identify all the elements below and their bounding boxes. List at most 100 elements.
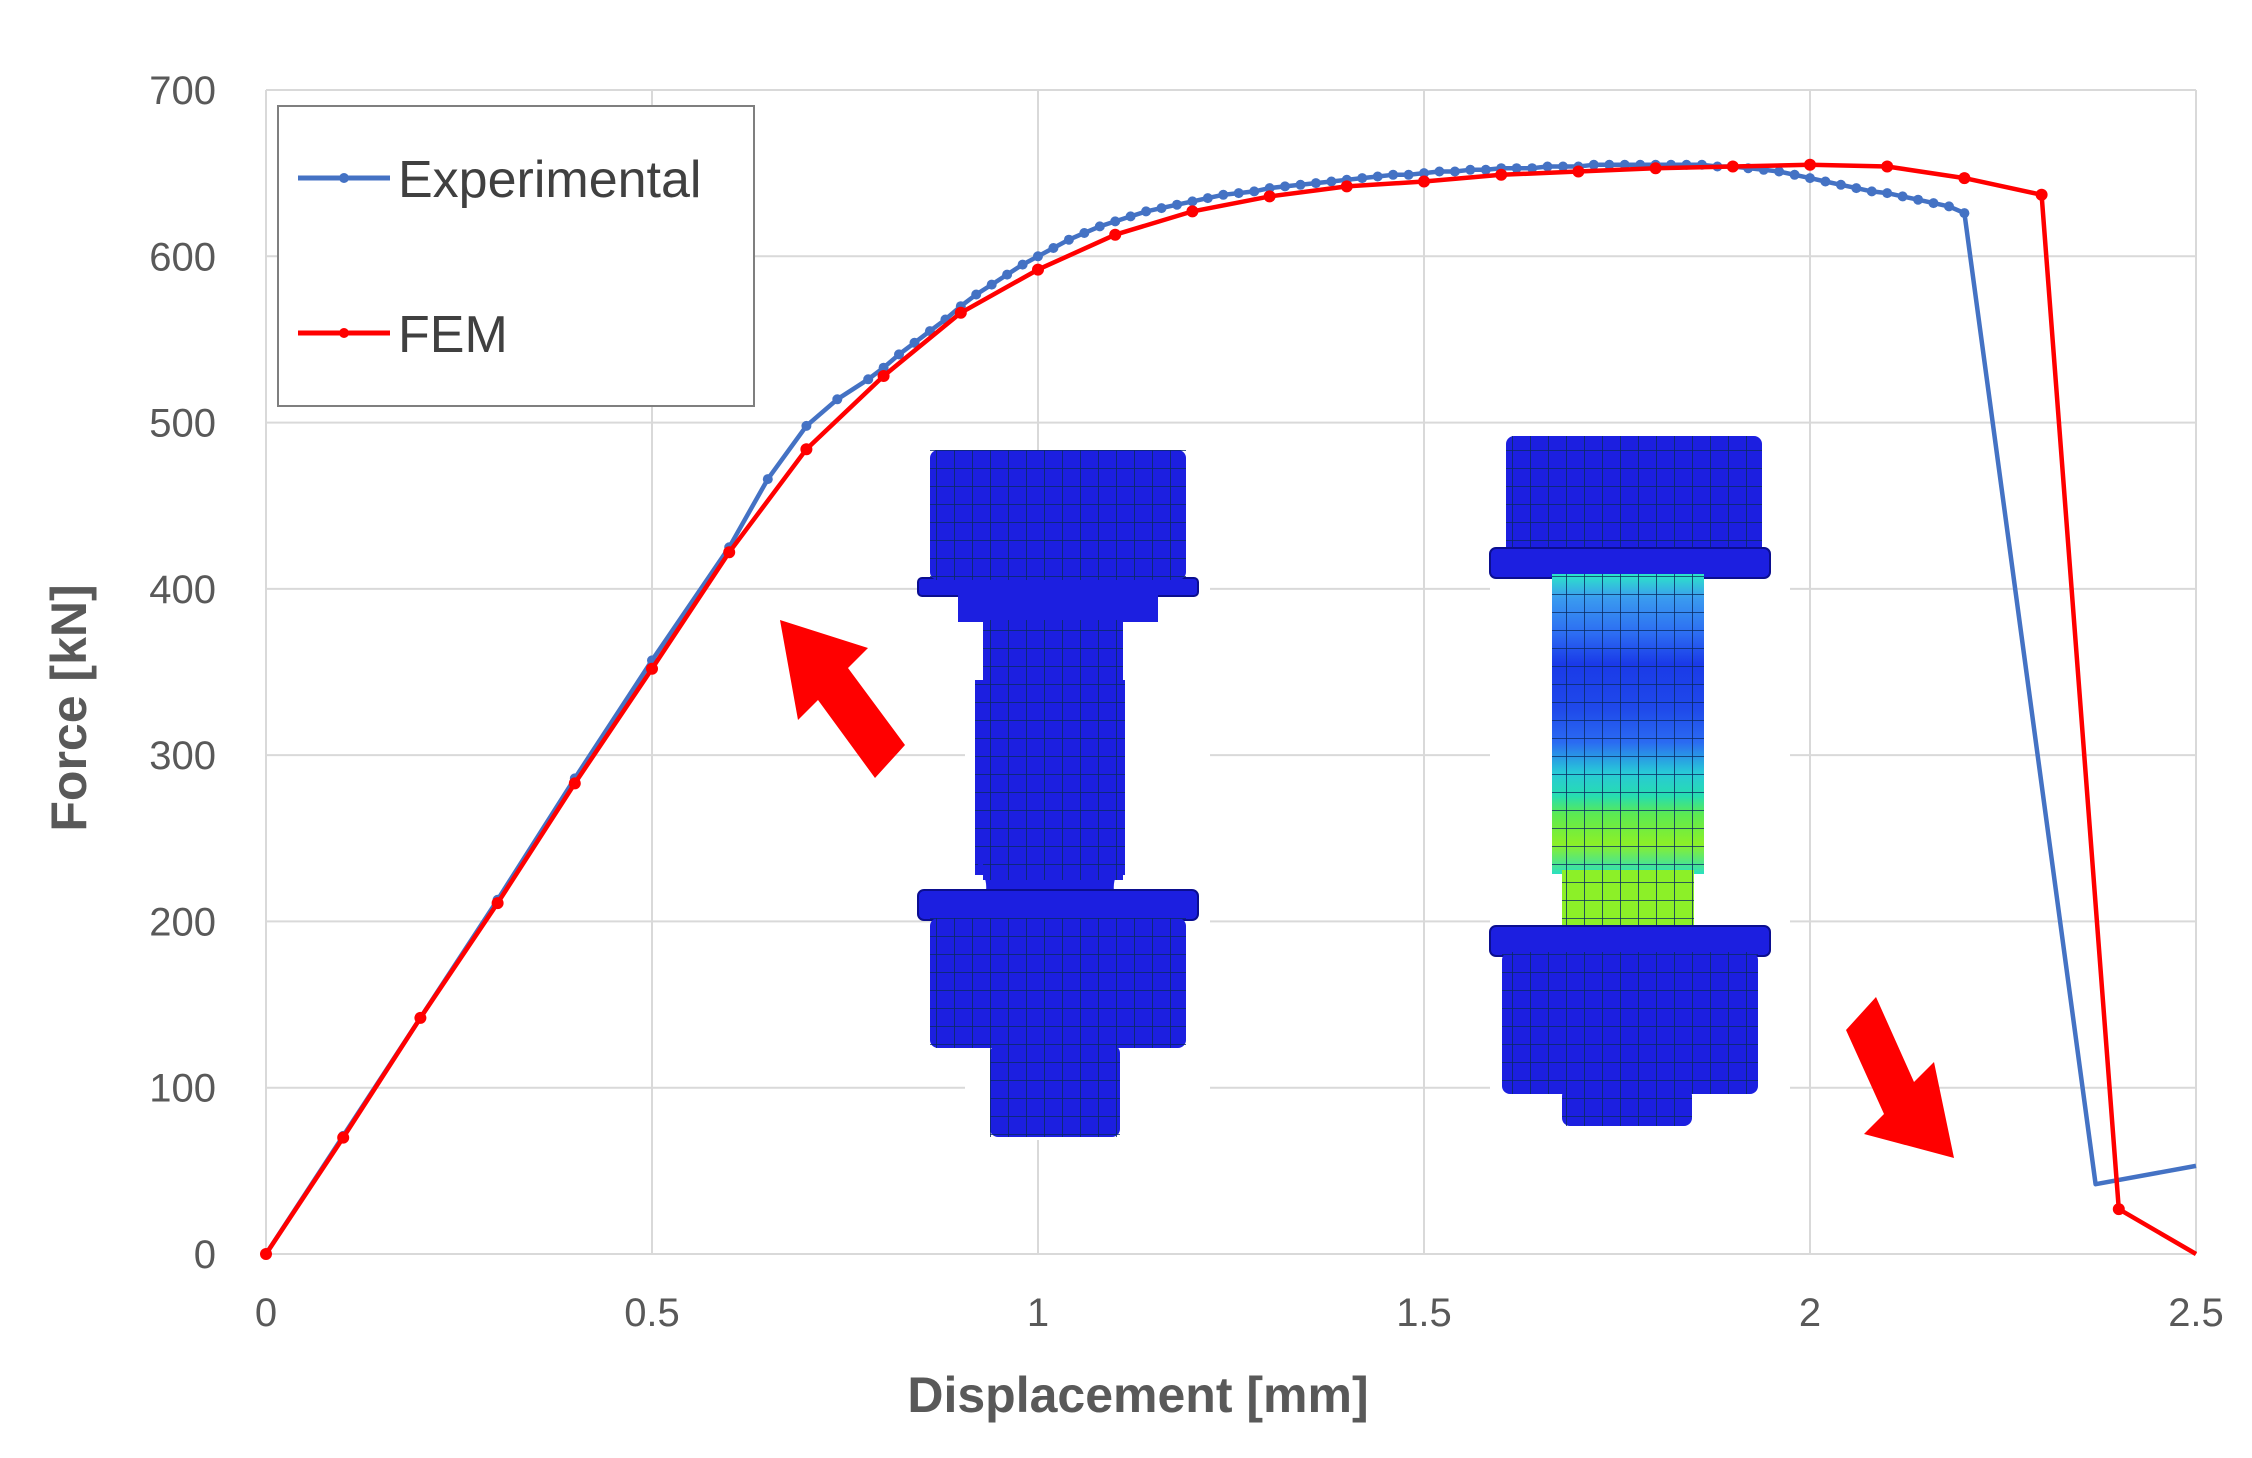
data-point-fem xyxy=(260,1248,272,1260)
undeformed-bolt-inset xyxy=(917,450,1210,1140)
data-point-experimental xyxy=(1511,163,1522,174)
data-point-experimental xyxy=(1419,168,1429,179)
data-point-experimental xyxy=(1527,163,1538,174)
data-point-fem xyxy=(491,897,504,910)
data-point-experimental xyxy=(1202,193,1213,204)
y-tick-label: 300 xyxy=(149,734,216,778)
data-point-fem xyxy=(1495,168,1508,181)
data-point-fem xyxy=(568,777,581,790)
data-point-fem xyxy=(1263,190,1276,203)
data-point-fem xyxy=(1649,162,1662,175)
y-tick-label: 700 xyxy=(149,69,216,113)
deformed-bolt-inset xyxy=(1489,436,1790,1150)
data-point-experimental xyxy=(1280,181,1290,192)
data-point-fem xyxy=(1726,160,1739,173)
data-point-experimental xyxy=(1897,191,1908,202)
data-point-experimental xyxy=(832,394,843,405)
data-point-experimental xyxy=(1249,186,1260,197)
data-point-fem xyxy=(414,1011,427,1024)
data-point-experimental xyxy=(1588,159,1599,170)
data-point-experimental xyxy=(1310,178,1321,189)
data-point-experimental xyxy=(1388,169,1399,180)
data-point-fem xyxy=(646,662,658,675)
data-point-experimental xyxy=(1357,173,1368,184)
data-point-experimental xyxy=(801,420,812,431)
data-point-fem xyxy=(1958,172,1971,185)
data-point-experimental xyxy=(971,289,982,300)
data-point-experimental xyxy=(1295,179,1306,190)
x-tick-label: 1 xyxy=(1027,1291,1049,1335)
data-point-fem xyxy=(2035,188,2048,201)
data-point-experimental xyxy=(1094,221,1105,232)
data-point-experimental xyxy=(1033,251,1043,262)
data-point-fem xyxy=(1804,158,1816,171)
data-point-experimental xyxy=(1017,259,1028,270)
data-point-experimental xyxy=(894,349,904,360)
x-tick-label: 0.5 xyxy=(624,1291,680,1335)
data-point-experimental xyxy=(1866,186,1877,197)
data-point-experimental xyxy=(1913,194,1924,205)
data-point-fem xyxy=(1032,263,1044,276)
data-point-experimental xyxy=(1156,203,1167,214)
data-point-experimental xyxy=(909,337,920,348)
data-point-experimental xyxy=(1187,196,1198,207)
data-point-experimental xyxy=(1079,228,1090,238)
y-tick-label: 600 xyxy=(149,235,216,279)
data-point-experimental xyxy=(1063,234,1074,245)
data-point-experimental xyxy=(1835,179,1846,190)
x-axis-title: Displacement [mm] xyxy=(907,1367,1368,1423)
data-point-experimental xyxy=(1172,199,1182,210)
data-point-experimental xyxy=(1141,206,1152,217)
data-point-fem xyxy=(1418,175,1430,188)
data-point-experimental xyxy=(1125,211,1136,222)
y-tick-label: 0 xyxy=(194,1233,216,1277)
axis-ticks: 0 100 200 300 400 500 600 700 0 0.5 1 1.5 2 2.5 xyxy=(149,69,2224,1335)
x-tick-label: 1.5 xyxy=(1396,1291,1452,1335)
data-point-experimental xyxy=(878,362,889,373)
legend-label-fem: FEM xyxy=(398,306,508,364)
data-point-experimental xyxy=(1542,161,1553,172)
legend-label-experimental: Experimental xyxy=(398,151,701,209)
data-point-fem xyxy=(723,546,736,559)
y-tick-label: 200 xyxy=(149,900,216,944)
x-tick-label: 0 xyxy=(255,1291,277,1335)
data-point-experimental xyxy=(1110,216,1121,227)
series-fem xyxy=(260,158,2198,1260)
data-point-experimental xyxy=(1218,189,1229,200)
data-point-experimental xyxy=(986,279,997,290)
data-point-fem xyxy=(1881,160,1894,173)
data-point-experimental xyxy=(1558,161,1568,172)
data-point-fem xyxy=(337,1131,350,1144)
arrow-down-right xyxy=(1846,997,1954,1158)
data-point-experimental xyxy=(1604,159,1615,170)
data-point-experimental xyxy=(1372,171,1383,182)
data-point-experimental xyxy=(1944,201,1954,212)
data-point-experimental xyxy=(1882,188,1893,199)
data-point-experimental xyxy=(1233,188,1244,199)
data-point-fem xyxy=(1186,205,1199,218)
data-point-experimental xyxy=(1959,208,1970,219)
y-tick-label: 500 xyxy=(149,402,216,446)
legend-box xyxy=(277,105,755,407)
y-tick-label: 400 xyxy=(149,568,216,612)
legend-marker-fem xyxy=(339,328,349,338)
data-point-experimental xyxy=(863,374,874,385)
data-point-experimental xyxy=(1002,269,1013,280)
data-point-fem xyxy=(1109,228,1122,241)
data-point-experimental xyxy=(1851,183,1862,194)
data-point-experimental xyxy=(1434,166,1445,177)
arrow-up-left xyxy=(780,620,905,778)
data-point-fem xyxy=(1340,180,1353,193)
data-point-experimental xyxy=(1928,198,1939,209)
data-point-experimental xyxy=(1449,166,1460,177)
data-point-experimental xyxy=(1774,166,1785,177)
legend: Experimental FEM xyxy=(277,105,755,407)
y-tick-label: 100 xyxy=(149,1067,216,1111)
y-axis-title: Force [kN] xyxy=(41,584,97,831)
x-tick-label: 2.5 xyxy=(2168,1291,2224,1335)
series-line-fem xyxy=(264,162,2198,1256)
data-point-fem xyxy=(1572,165,1585,178)
data-point-experimental xyxy=(1403,169,1414,180)
